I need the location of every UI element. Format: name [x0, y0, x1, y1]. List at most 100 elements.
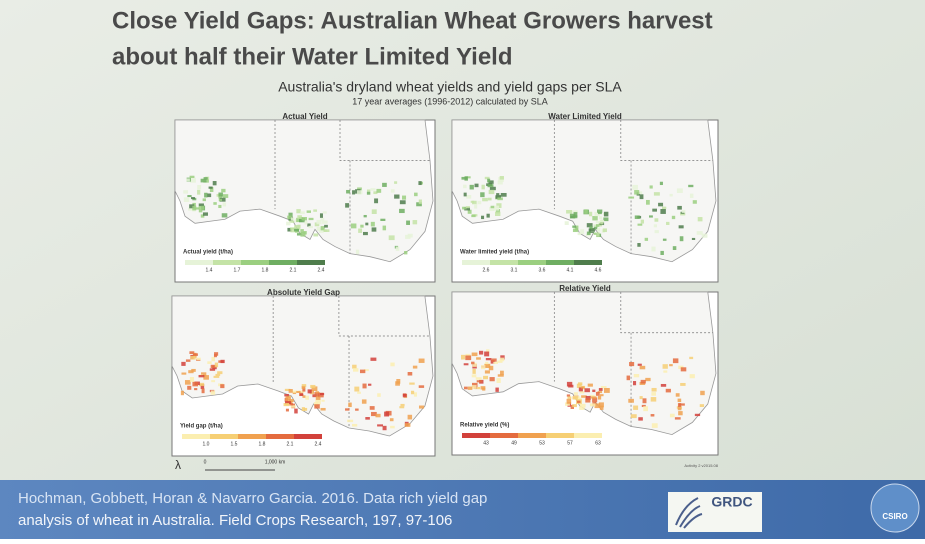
sla-patch — [487, 197, 492, 201]
sla-patch — [578, 382, 583, 386]
land — [451, 119, 717, 263]
sla-patch — [362, 383, 367, 389]
sla-patch — [316, 227, 321, 231]
sla-patch — [416, 202, 422, 207]
sla-patch — [593, 232, 599, 235]
sla-patch — [637, 363, 642, 366]
sla-patch — [287, 215, 292, 220]
sla-patch — [659, 181, 663, 186]
sla-patch — [469, 184, 474, 190]
sla-patch — [639, 396, 643, 400]
sla-patch — [632, 184, 638, 190]
sla-patch — [410, 390, 415, 395]
sla-patch — [484, 363, 491, 368]
sla-patch — [461, 354, 466, 360]
legend-tick: 1.0 — [203, 441, 210, 447]
sla-patch — [219, 197, 226, 202]
sla-patch — [292, 391, 297, 395]
sla-patch — [284, 394, 289, 397]
sla-patch — [374, 198, 379, 204]
sla-patch — [485, 358, 492, 361]
sla-patch — [201, 388, 205, 394]
sla-patch — [573, 215, 578, 219]
sla-patch — [197, 185, 202, 190]
sla-patch — [395, 246, 400, 251]
sla-patch — [363, 231, 368, 236]
sla-patch — [586, 231, 591, 235]
sla-patch — [363, 214, 367, 218]
sla-patch — [471, 214, 476, 218]
sla-patch — [183, 190, 189, 194]
sla-patch — [288, 389, 293, 393]
sla-patch — [313, 209, 318, 212]
sla-patch — [369, 406, 375, 410]
sla-patch — [467, 386, 473, 390]
sla-patch — [222, 194, 229, 198]
sla-patch — [290, 217, 295, 221]
sla-patch — [220, 359, 225, 364]
sla-patch — [407, 372, 413, 376]
sla-patch — [188, 370, 194, 374]
sla-patch — [628, 196, 635, 199]
sla-patch — [181, 361, 186, 366]
sla-patch — [313, 233, 319, 237]
sla-patch — [352, 364, 357, 369]
sla-patch — [464, 386, 468, 390]
map-panel: Absolute Yield Gap Yield gap (t/ha) 1.0 1.5… — [171, 288, 436, 457]
sla-patch — [213, 202, 217, 205]
sla-patch — [671, 215, 676, 220]
slide-title: Close Yield Gaps: Australian Wheat Growe… — [112, 7, 713, 34]
sla-patch — [305, 395, 309, 400]
legend-swatch — [266, 434, 294, 439]
sla-patch — [191, 197, 195, 200]
sla-patch — [358, 228, 363, 233]
sla-patch — [315, 399, 321, 405]
sla-patch — [694, 413, 701, 417]
sla-patch — [202, 198, 206, 202]
sla-patch — [598, 388, 603, 391]
sla-patch — [355, 408, 359, 411]
sla-patch — [566, 209, 573, 214]
legend-tick: 1.7 — [234, 267, 241, 273]
sla-patch — [579, 391, 585, 394]
sla-patch — [592, 216, 598, 221]
sla-patch — [320, 217, 325, 221]
sla-patch — [209, 368, 216, 371]
sla-patch — [285, 408, 289, 412]
sla-patch — [300, 229, 304, 234]
legend-tick: 1.4 — [206, 267, 213, 273]
legend-tick: 3.1 — [511, 267, 518, 273]
legend-swatch — [210, 434, 238, 439]
sla-patch — [651, 392, 657, 396]
sla-patch — [629, 362, 635, 367]
sla-patch — [604, 387, 610, 393]
sla-patch — [589, 211, 593, 217]
sla-patch — [360, 224, 364, 228]
sla-patch — [464, 176, 468, 181]
figure-title: Australia's dryland wheat yields and yie… — [278, 79, 622, 95]
sla-patch — [651, 387, 657, 392]
sla-patch — [314, 222, 320, 227]
sla-patch — [496, 378, 501, 383]
sla-patch — [672, 358, 679, 364]
sla-patch — [486, 213, 490, 218]
grdc-mark — [675, 497, 703, 529]
sla-patch — [371, 227, 377, 232]
sla-patch — [213, 375, 220, 378]
sla-patch — [198, 383, 205, 387]
legend-swatch — [462, 260, 490, 265]
sla-patch — [389, 418, 394, 422]
sla-patch — [465, 206, 470, 209]
sla-patch — [577, 397, 582, 400]
sla-patch — [689, 374, 695, 379]
sla-patch — [471, 374, 477, 378]
sla-patch — [650, 414, 655, 417]
legend-swatch — [518, 260, 546, 265]
sla-patch — [210, 390, 216, 395]
sla-patch — [676, 188, 683, 194]
sla-patch — [681, 209, 686, 213]
sla-patch — [669, 364, 673, 367]
sla-patch — [587, 383, 593, 387]
sla-patch — [465, 355, 472, 361]
panels: Actual Yield Actual yield (t/ha) 1.4 1.7 1.8… — [171, 112, 719, 457]
